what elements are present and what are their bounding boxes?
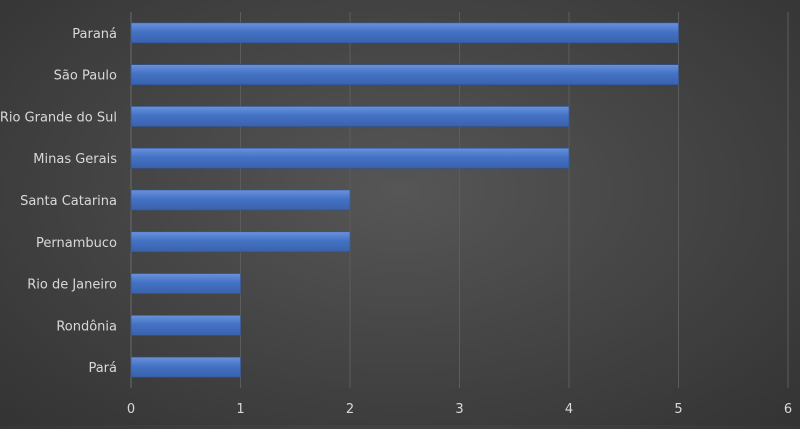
x-tick-label: 2: [346, 402, 354, 417]
bar: [130, 106, 570, 127]
bar: [130, 147, 570, 169]
bar: [130, 273, 241, 294]
category-label: Santa Catarina: [20, 194, 117, 209]
x-tick-label: 1: [236, 402, 244, 417]
category-label: Pará: [88, 361, 117, 376]
bar: [130, 64, 679, 85]
bar: [130, 315, 241, 336]
x-axis-ticks: 0 1 2 3 4 5 6: [127, 402, 792, 417]
x-tick-label: 0: [127, 402, 135, 417]
bar: [130, 231, 351, 253]
category-label: São Paulo: [54, 69, 117, 84]
category-label: Minas Gerais: [33, 152, 117, 167]
x-tick-label: 4: [565, 402, 573, 417]
bars: [130, 22, 679, 378]
category-label: Rio de Janeiro: [27, 278, 117, 293]
category-label: Paraná: [72, 27, 117, 42]
x-tick-label: 5: [674, 402, 682, 417]
x-tick-label: 3: [455, 402, 463, 417]
category-labels: Paraná São Paulo Rio Grande do Sul Minas Ge…: [0, 27, 117, 376]
category-label: Rio Grande do Sul: [0, 110, 117, 125]
bar: [130, 189, 351, 211]
x-tick-label: 6: [784, 402, 792, 417]
bar: [130, 22, 679, 44]
bar: [130, 356, 241, 378]
category-label: Pernambuco: [36, 236, 117, 251]
category-label: Rondônia: [56, 319, 117, 334]
